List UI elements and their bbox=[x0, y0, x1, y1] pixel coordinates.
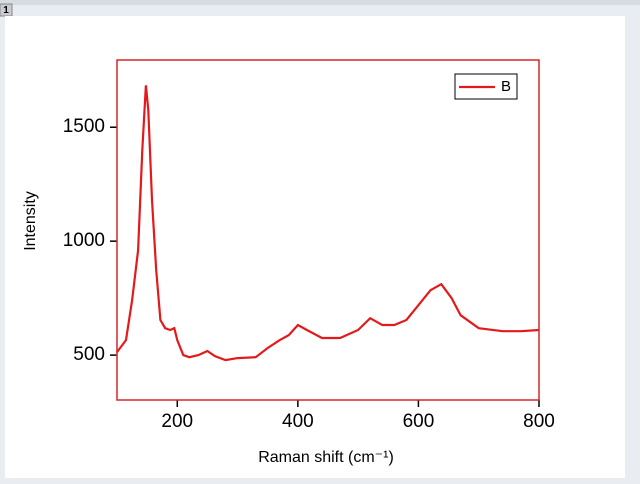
x-tick-label: 800 bbox=[523, 411, 555, 432]
page bbox=[5, 16, 625, 478]
window-bar bbox=[0, 0, 640, 5]
window-tab-label: 1 bbox=[3, 5, 9, 16]
legend-label: B bbox=[501, 78, 511, 95]
y-tick-label: 1000 bbox=[63, 230, 105, 251]
x-tick-label: 200 bbox=[161, 411, 193, 432]
x-tick-label: 600 bbox=[403, 411, 435, 432]
y-tick-label: 1500 bbox=[63, 116, 105, 137]
y-tick-label: 500 bbox=[73, 344, 105, 365]
x-tick-label: 400 bbox=[282, 411, 314, 432]
x-axis-label: Raman shift (cm⁻¹) bbox=[258, 449, 394, 466]
y-axis-label: Intensity bbox=[22, 191, 39, 251]
plot-frame bbox=[116, 59, 540, 401]
line-series bbox=[116, 85, 540, 362]
